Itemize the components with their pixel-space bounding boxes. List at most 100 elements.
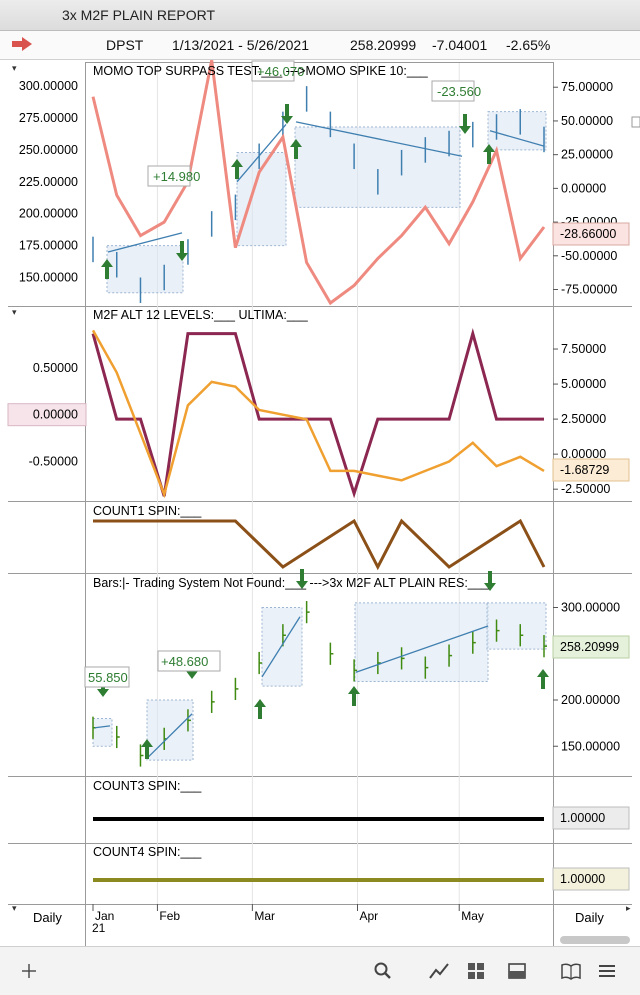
- year-label: 21: [92, 921, 106, 935]
- bars-trend-line: [147, 713, 193, 758]
- count4-value: 1.00000: [560, 872, 605, 886]
- m2f-left-tick: 0.50000: [33, 361, 78, 375]
- chart-canvas[interactable]: ▾ ▾ ▾ ▸ 300.00000 275.00000 250.00000 225.0…: [0, 59, 640, 946]
- up-arrow-icon: [141, 739, 153, 759]
- m2f-right-tick: 0.00000: [561, 447, 606, 461]
- menu-icon[interactable]: [596, 961, 618, 981]
- crosshair-icon[interactable]: [18, 961, 40, 981]
- momo-left-tick: 275.00000: [19, 111, 78, 125]
- ultima-line: [91, 327, 544, 499]
- down-arrow-icon: [296, 569, 308, 589]
- momo-trend-line: [107, 232, 183, 253]
- bars-annotation-label: 55.850: [88, 670, 128, 685]
- momo-panel-title: MOMO TOP SURPASS TEST:___ --->MOMO SPIKE…: [93, 64, 429, 78]
- bars-panel-title: Bars:|- Trading System Not Found:___ ---…: [93, 576, 490, 590]
- window-titlebar: 3x M2F PLAIN REPORT: [0, 0, 640, 31]
- momo-current-value: -28.66000: [560, 227, 616, 241]
- up-arrow-icon: [254, 699, 266, 719]
- m2f-right-tick: 7.50000: [561, 342, 606, 356]
- time-axis-daily-left[interactable]: Daily: [33, 910, 62, 925]
- symbol-info-bar: DPST 1/13/2021 - 5/26/2021 258.20999 -7.…: [0, 31, 640, 60]
- count4-panel-title: COUNT4 SPIN:___: [93, 845, 202, 859]
- month-label: Mar: [254, 909, 275, 923]
- momo-right-tick: -50.00000: [561, 249, 617, 263]
- window-title: 3x M2F PLAIN REPORT: [62, 7, 216, 23]
- down-arrow-icon: [176, 241, 188, 261]
- up-arrow-icon: [348, 686, 360, 706]
- bars-annotation-label: +48.680: [161, 654, 208, 669]
- momo-annotation-box: [251, 60, 295, 82]
- momo-annotation-label: -23.560: [437, 84, 481, 99]
- momo-right-tick: 25.00000: [561, 148, 613, 162]
- count3-value: 1.00000: [560, 811, 605, 825]
- m2f-layer: 0.50000 0.00000 -0.50000 7.50000 5.00000 2.50…: [7, 327, 630, 499]
- grid-layout-icon[interactable]: [465, 961, 487, 981]
- momo-collapse-icon[interactable]: ▾: [12, 63, 17, 73]
- m2f-right-tick: 2.50000: [561, 412, 606, 426]
- book-icon[interactable]: [560, 961, 582, 981]
- momo-layer: 300.00000 275.00000 250.00000 225.00000 200.…: [19, 60, 640, 306]
- bottom-toolbar: [0, 946, 640, 995]
- panel-dividers: [8, 306, 632, 905]
- momo-left-tick: 200.00000: [19, 207, 78, 221]
- count1-panel-title: COUNT1 SPIN:___: [93, 504, 202, 518]
- symbol-label[interactable]: DPST: [106, 37, 144, 53]
- momo-right-tick: 75.00000: [561, 80, 613, 94]
- momo-current-value-box: [552, 222, 630, 246]
- momo-annotation-box: [147, 165, 191, 187]
- up-arrow-icon: [290, 139, 302, 159]
- bars-current-value: 258.20999: [560, 640, 619, 654]
- change-pct-label: -2.65%: [506, 37, 551, 53]
- up-arrow-icon: [231, 159, 243, 179]
- momo-left-tick: 150.00000: [19, 270, 78, 284]
- bars-trend-line: [261, 616, 301, 678]
- up-arrow-icon: [101, 259, 113, 279]
- momo-left-tick: 300.00000: [19, 79, 78, 93]
- date-range-label: 1/13/2021 - 5/26/2021: [172, 37, 310, 53]
- change-label: -7.04001: [432, 37, 488, 53]
- up-arrow-icon: [537, 669, 549, 689]
- time-expand-icon[interactable]: ▸: [626, 903, 631, 913]
- bars-shaded-region: [92, 718, 113, 747]
- bars-trend-line: [94, 725, 111, 729]
- m2f-current-value: -1.68729: [560, 463, 609, 477]
- m2f-right-tick: 5.00000: [561, 377, 606, 391]
- momo-shaded-region: [106, 245, 184, 294]
- bars-trend-line: [355, 625, 489, 673]
- bars-layer: 300.00000250.00000200.00000150.0000055.8…: [84, 569, 630, 767]
- bars-shaded-region: [261, 607, 303, 687]
- month-label: Feb: [159, 909, 180, 923]
- m2f-collapse-icon[interactable]: ▾: [12, 307, 17, 317]
- momo-trend-line: [295, 121, 463, 157]
- momo-left-tick: 250.00000: [19, 143, 78, 157]
- panel-layout-icon[interactable]: [506, 961, 528, 981]
- down-arrow-icon: [459, 114, 471, 134]
- bars-right-tick: 150.00000: [561, 739, 620, 753]
- momo-line: [91, 60, 546, 306]
- count1-line: [93, 518, 546, 571]
- bars-right-tick: 200.00000: [561, 693, 620, 707]
- panel-collapse-toggles[interactable]: ▾ ▾ ▾ ▸: [12, 63, 631, 913]
- time-collapse-icon[interactable]: ▾: [12, 903, 17, 913]
- bars-right-tick: 300.00000: [561, 601, 620, 615]
- count1-layer: [93, 518, 546, 571]
- month-label: Apr: [359, 909, 378, 923]
- horizontal-scrollbar[interactable]: [560, 936, 630, 944]
- bars-shaded-region: [354, 602, 489, 682]
- momo-right-tick: -75.00000: [561, 283, 617, 297]
- m2f-current-value-box: [552, 458, 630, 482]
- symbol-link-arrow-icon[interactable]: [12, 37, 32, 51]
- month-label: May: [461, 909, 484, 923]
- down-arrow-icon: [484, 571, 496, 591]
- momo-scroll-handle: [631, 116, 640, 128]
- m2f-right-tick: -2.50000: [561, 482, 610, 496]
- search-icon[interactable]: [372, 961, 394, 981]
- momo-annotation-box: [431, 80, 475, 102]
- draw-line-icon[interactable]: [428, 961, 450, 981]
- m2f-alt-line: [91, 329, 545, 499]
- time-axis-daily-right[interactable]: Daily: [575, 910, 604, 925]
- month-label: Jan: [95, 909, 114, 923]
- m2f-zero-box: [7, 403, 87, 427]
- m2f-left-tick: 0.00000: [33, 408, 78, 422]
- time-axis: Daily Daily Jan Feb Mar Apr May 21: [33, 904, 630, 946]
